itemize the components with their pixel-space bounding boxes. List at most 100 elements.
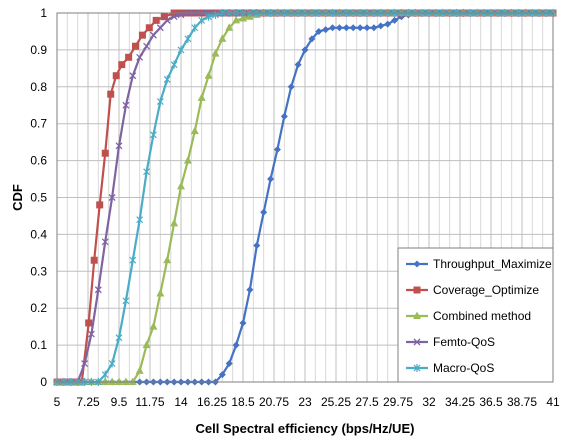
data-point	[132, 42, 140, 50]
data-point	[135, 366, 144, 374]
legend-label: Combined method	[433, 309, 531, 323]
data-point	[143, 42, 151, 50]
x-tick-label: 14	[174, 395, 188, 409]
x-tick-label: 7.25	[76, 395, 100, 409]
y-tick-label: 0.8	[30, 80, 47, 94]
data-point	[198, 16, 206, 25]
data-point	[294, 61, 302, 69]
data-point	[225, 23, 234, 31]
x-tick-label: 16.25	[197, 395, 227, 409]
data-point	[108, 377, 117, 385]
x-tick-label: 38.75	[507, 395, 537, 409]
data-point	[170, 13, 178, 21]
data-point	[239, 319, 247, 327]
data-point	[273, 146, 281, 154]
data-point	[122, 296, 130, 305]
x-tick-label: 34.25	[445, 395, 475, 409]
data-point	[384, 20, 392, 28]
x-tick-label: 41	[546, 395, 560, 409]
data-point	[149, 322, 158, 330]
data-point	[342, 24, 350, 32]
data-point	[87, 330, 95, 338]
data-point	[246, 286, 254, 294]
data-point	[260, 208, 268, 216]
data-point	[322, 26, 330, 34]
data-point	[356, 24, 364, 32]
data-point	[152, 16, 160, 24]
data-point	[205, 12, 212, 21]
x-tick-label: 18.5	[231, 395, 255, 409]
legend-label: Macro-QoS	[433, 361, 494, 375]
data-point	[177, 45, 185, 54]
data-point	[101, 238, 109, 246]
y-tick-label: 0.6	[30, 154, 47, 168]
legend-label: Femto-QoS	[433, 335, 495, 349]
data-point	[125, 53, 133, 61]
data-point	[101, 377, 110, 385]
x-tick-label: 9.5	[111, 395, 128, 409]
data-point	[197, 93, 206, 101]
x-tick-label: 36.5	[479, 395, 503, 409]
data-point	[136, 53, 144, 61]
data-point	[115, 377, 123, 385]
x-tick-label: 27.5	[355, 395, 379, 409]
legend-swatch-marker	[413, 260, 421, 268]
data-point	[377, 22, 385, 30]
data-point	[163, 16, 171, 24]
data-point	[136, 215, 144, 224]
legend-swatch-marker	[413, 286, 421, 294]
data-point	[335, 24, 343, 32]
data-point	[287, 83, 295, 91]
data-point	[225, 360, 233, 368]
data-point	[122, 101, 130, 109]
y-tick-label: 0.1	[30, 338, 47, 352]
data-point	[218, 371, 226, 379]
y-tick-label: 0.3	[30, 264, 47, 278]
legend-label: Coverage_Optimize	[433, 283, 539, 297]
legend-swatch-marker	[413, 311, 421, 319]
data-point	[163, 75, 171, 84]
data-point	[112, 72, 120, 80]
data-point	[101, 370, 109, 379]
data-point	[184, 34, 192, 43]
data-point	[150, 130, 157, 139]
data-point	[253, 241, 261, 249]
data-point	[170, 218, 179, 227]
data-point	[156, 97, 164, 106]
data-point	[156, 288, 165, 297]
data-point	[267, 175, 275, 183]
data-point	[96, 201, 104, 209]
data-point	[115, 142, 123, 150]
legend-swatch-marker	[413, 338, 421, 346]
data-point	[160, 13, 168, 21]
x-tick-label: 23	[298, 395, 312, 409]
data-point	[121, 377, 130, 385]
data-point	[391, 16, 399, 24]
data-point	[204, 71, 213, 79]
legend-entry: Femto-QoS	[406, 335, 495, 349]
data-point	[191, 23, 199, 32]
data-point	[143, 167, 150, 176]
legend-swatch-marker	[413, 364, 421, 372]
y-tick-label: 0.4	[30, 227, 47, 241]
data-point	[138, 31, 146, 39]
data-point	[94, 286, 102, 294]
legend: Throughput_Maximize Coverage_Optimize Comb…	[397, 247, 554, 383]
data-point	[301, 46, 309, 54]
data-point	[115, 333, 123, 342]
y-tick-label: 1	[40, 6, 47, 20]
data-point	[163, 255, 172, 264]
data-point	[128, 377, 137, 385]
x-axis-title: Cell Spectral efficiency (bps/Hz/UE)	[196, 421, 415, 436]
x-tick-label: 32	[422, 395, 436, 409]
data-point	[142, 340, 151, 349]
data-point	[85, 319, 93, 327]
data-point	[211, 49, 220, 57]
data-point	[156, 24, 164, 32]
data-point	[101, 149, 109, 157]
data-point	[315, 27, 323, 35]
data-point	[363, 24, 371, 32]
legend-entry: Coverage_Optimize	[406, 283, 539, 297]
data-point	[107, 90, 115, 98]
